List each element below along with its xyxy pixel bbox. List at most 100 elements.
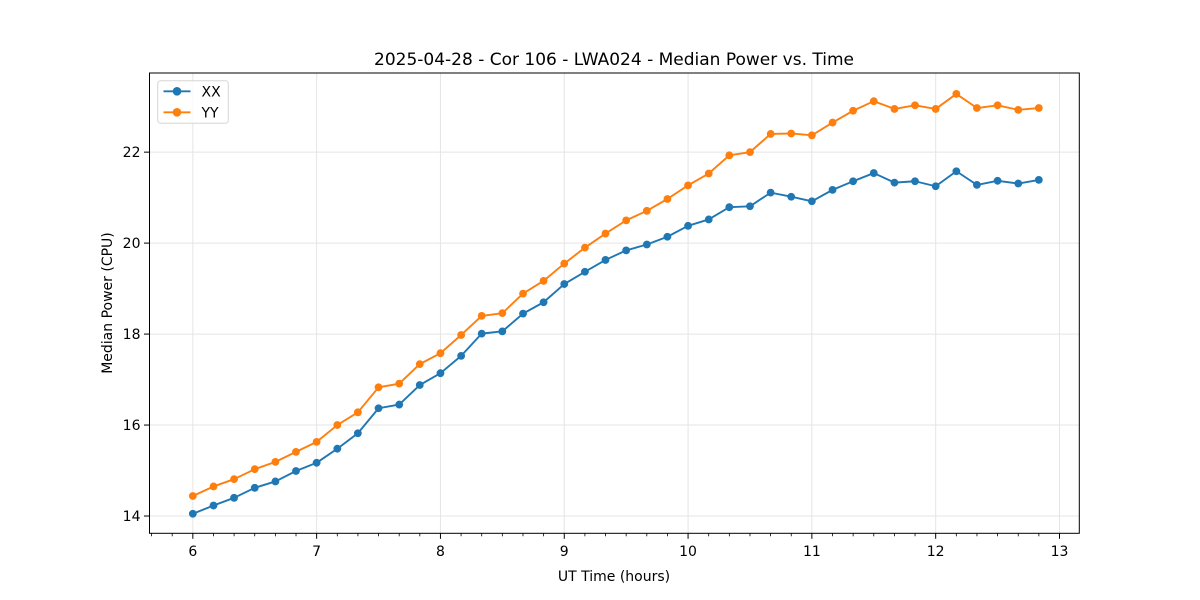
legend-label-xx: XX <box>202 84 222 100</box>
data-point <box>663 232 672 241</box>
x-tick-label: 12 <box>927 544 945 560</box>
data-point <box>952 90 961 98</box>
data-point <box>415 381 424 389</box>
data-point <box>353 408 362 417</box>
data-point <box>931 182 940 191</box>
data-point <box>271 457 280 466</box>
data-point <box>828 118 837 127</box>
data-point <box>849 106 857 115</box>
legend-marker-yy <box>172 108 182 117</box>
data-point <box>684 181 692 190</box>
data-point <box>890 178 899 187</box>
data-point <box>663 195 672 203</box>
data-point <box>436 369 445 378</box>
x-tick-label: 8 <box>436 544 445 560</box>
data-point <box>230 475 238 484</box>
data-point <box>931 105 940 113</box>
tick-layer <box>144 151 1060 539</box>
data-point <box>539 298 548 307</box>
data-point <box>333 444 342 453</box>
series-yy-markers <box>188 90 1043 500</box>
legend-label-yy: YY <box>201 105 220 121</box>
data-point <box>1034 175 1043 184</box>
y-tick-label: 20 <box>123 236 141 252</box>
data-point <box>292 467 300 475</box>
data-point <box>250 483 259 492</box>
data-point <box>560 280 569 288</box>
x-tick-label: 6 <box>188 544 197 560</box>
data-point <box>1014 179 1023 188</box>
legend-marker-xx <box>172 87 182 96</box>
data-point <box>746 148 754 157</box>
data-point <box>973 180 981 189</box>
data-point <box>869 169 878 177</box>
y-axis-label: Median Power (CPU) <box>100 232 116 374</box>
data-point <box>271 477 280 486</box>
data-point <box>807 197 816 206</box>
tick-label-layer: 6 7 8 9 10 11 12 13 14 16 18 20 22 <box>123 145 1069 560</box>
data-point <box>477 329 486 338</box>
x-tick-label: 13 <box>1051 544 1069 560</box>
data-point <box>807 131 816 140</box>
data-point <box>725 203 734 212</box>
data-point <box>457 352 466 360</box>
y-tick-label: 16 <box>123 418 141 434</box>
data-point <box>787 129 796 138</box>
data-point <box>828 185 837 194</box>
data-point <box>333 421 342 429</box>
data-point <box>993 101 1002 110</box>
data-point <box>374 383 383 392</box>
legend-item-xx: XX <box>163 84 222 100</box>
series-xx-markers <box>188 167 1043 518</box>
data-point <box>581 267 589 276</box>
data-point <box>250 465 259 474</box>
data-point <box>395 400 404 409</box>
data-point <box>973 104 981 112</box>
data-point <box>1034 104 1043 112</box>
data-point <box>353 429 362 438</box>
data-point <box>746 202 754 211</box>
series-layer <box>188 90 1043 518</box>
x-tick-label: 11 <box>803 544 821 560</box>
data-point <box>395 379 404 388</box>
data-point <box>911 177 919 186</box>
data-point <box>642 206 651 215</box>
x-tick-label: 10 <box>679 544 697 560</box>
data-point <box>209 482 218 491</box>
data-point <box>890 105 899 113</box>
data-point <box>292 447 300 456</box>
y-tick-label: 18 <box>123 327 141 343</box>
x-tick-label: 9 <box>560 544 569 560</box>
data-point <box>230 493 238 502</box>
y-tick-label: 22 <box>123 145 141 161</box>
data-point <box>498 309 507 318</box>
data-point <box>766 188 775 197</box>
data-point <box>498 327 507 336</box>
plot-border <box>149 72 1080 534</box>
chart-title: 2025-04-28 - Cor 106 - LWA024 - Median P… <box>374 50 854 70</box>
data-point <box>436 349 445 358</box>
data-point <box>457 331 466 339</box>
data-point <box>601 229 610 238</box>
data-point <box>642 240 651 249</box>
data-point <box>415 360 424 368</box>
data-point <box>787 192 796 201</box>
data-point <box>766 130 775 138</box>
data-point <box>312 458 321 467</box>
data-point <box>519 309 527 318</box>
legend-item-yy: YY <box>163 105 220 121</box>
data-point <box>560 259 569 268</box>
data-point <box>622 216 631 225</box>
data-point <box>188 509 197 518</box>
data-point <box>725 151 734 160</box>
x-tick-label: 7 <box>312 544 321 560</box>
data-point <box>312 437 321 446</box>
x-axis-label: UT Time (hours) <box>558 569 670 585</box>
data-point <box>952 167 961 176</box>
data-point <box>539 276 548 285</box>
data-point <box>911 101 919 110</box>
data-point <box>477 311 486 320</box>
data-point <box>188 492 197 500</box>
data-point <box>581 243 589 252</box>
